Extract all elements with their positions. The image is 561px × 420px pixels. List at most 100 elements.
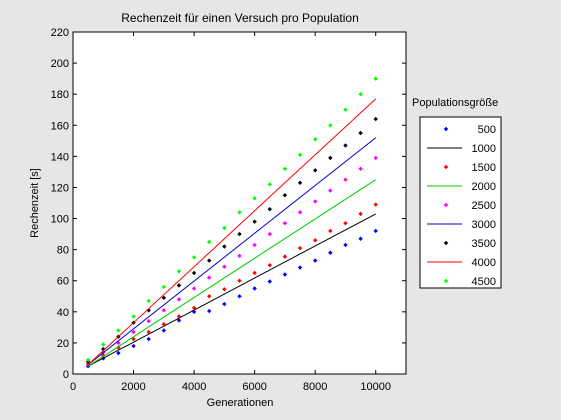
y-tick-label: 180 — [51, 89, 69, 101]
data-point-2500 — [131, 329, 136, 335]
data-point-4500 — [252, 196, 257, 201]
data-point-1500 — [312, 238, 318, 243]
data-point-3500 — [312, 168, 318, 173]
data-point-500 — [222, 301, 227, 307]
data-point-4500 — [328, 123, 333, 128]
data-point-4500 — [176, 269, 182, 274]
y-tick-label: 200 — [51, 58, 69, 70]
legend-label-500: 500 — [478, 124, 496, 136]
legend-label-3000: 3000 — [472, 219, 496, 231]
data-point-4500 — [146, 298, 151, 304]
data-point-1500 — [252, 270, 257, 276]
data-point-500 — [312, 258, 318, 263]
data-point-4500 — [161, 284, 167, 290]
data-point-2500 — [146, 318, 151, 324]
legend-swatch-3500 — [443, 240, 449, 246]
legend-label-2500: 2500 — [472, 200, 496, 212]
series-line-3000 — [87, 137, 377, 366]
data-point-2500 — [176, 297, 182, 302]
data-point-3500 — [358, 130, 363, 136]
data-point-4500 — [131, 314, 136, 319]
data-point-2500 — [191, 286, 197, 291]
y-tick-label: 160 — [51, 120, 69, 132]
data-point-4500 — [237, 210, 242, 215]
y-tick-label: 220 — [51, 27, 69, 39]
data-point-3500 — [222, 244, 227, 249]
legend: 500 1000 1500 2000 2500 3000 3500 4000 4500 — [427, 124, 496, 288]
data-point-1500 — [373, 202, 378, 207]
data-point-4500 — [373, 76, 378, 81]
legend-label-1000: 1000 — [472, 143, 496, 155]
legend-swatch-1500 — [443, 164, 449, 170]
data-point-500 — [207, 308, 212, 314]
x-tick-label: 10000 — [360, 381, 391, 393]
data-point-2500 — [222, 264, 227, 269]
legend-title: Populationsgröße — [412, 97, 498, 109]
data-point-500 — [282, 272, 288, 277]
data-point-1500 — [101, 353, 106, 358]
data-point-1500 — [161, 322, 167, 327]
data-point-500 — [237, 294, 242, 299]
legend-swatch-2500 — [443, 202, 449, 208]
data-point-3500 — [176, 283, 182, 288]
data-point-2500 — [373, 155, 378, 161]
data-point-500 — [267, 279, 272, 284]
legend-label-4000: 4000 — [472, 257, 496, 269]
data-point-4500 — [191, 255, 197, 260]
data-point-500 — [161, 328, 167, 333]
plot-area — [72, 31, 407, 375]
data-point-500 — [131, 343, 136, 349]
data-point-1500 — [146, 329, 151, 335]
data-point-500 — [343, 242, 348, 248]
data-point-2500 — [282, 221, 288, 226]
data-point-4500 — [282, 166, 288, 171]
data-point-4500 — [343, 107, 348, 112]
data-point-3500 — [282, 193, 288, 198]
data-point-1500 — [297, 245, 303, 251]
data-point-3500 — [373, 116, 378, 122]
y-tick-label: 80 — [57, 245, 69, 257]
legend-label-2000: 2000 — [472, 181, 496, 193]
data-point-1500 — [267, 262, 272, 268]
y-tick-label: 0 — [63, 369, 69, 381]
data-point-2500 — [161, 308, 167, 313]
data-point-4500 — [116, 328, 121, 333]
data-point-2500 — [312, 199, 318, 204]
y-tick-label: 40 — [57, 307, 69, 319]
data-point-3500 — [328, 155, 333, 161]
legend-label-3500: 3500 — [472, 238, 496, 250]
data-point-500 — [328, 250, 333, 255]
data-point-3500 — [207, 258, 212, 263]
data-point-4500 — [358, 91, 363, 97]
data-point-3500 — [267, 207, 272, 212]
data-point-1500 — [207, 294, 212, 299]
x-tick-label: 0 — [70, 381, 76, 393]
data-point-3500 — [252, 219, 257, 224]
data-point-2500 — [237, 253, 242, 259]
data-point-2500 — [252, 242, 257, 248]
data-point-4500 — [297, 152, 303, 158]
legend-swatch-500 — [443, 126, 449, 132]
x-tick-label: 8000 — [303, 381, 327, 393]
data-point-1500 — [237, 278, 242, 283]
data-point-500 — [373, 228, 378, 234]
x-tick-label: 6000 — [242, 381, 266, 393]
x-axis-label: Generationen — [207, 397, 274, 409]
data-point-3500 — [297, 180, 303, 185]
y-tick-label: 20 — [57, 338, 69, 350]
data-point-1500 — [282, 254, 288, 259]
data-point-1500 — [222, 287, 227, 292]
x-tick-label: 2000 — [121, 381, 145, 393]
y-tick-label: 140 — [51, 151, 69, 163]
data-point-4500 — [101, 342, 106, 347]
axes: 0 2000 4000 6000 8000 10000 0 20 40 60 80 100 120 140… — [51, 27, 406, 393]
data-point-1500 — [358, 211, 363, 217]
data-point-4500 — [267, 182, 272, 187]
data-point-4500 — [85, 357, 91, 363]
legend-box — [419, 116, 502, 289]
data-point-2500 — [207, 275, 212, 280]
data-point-500 — [358, 236, 363, 241]
data-point-500 — [297, 265, 303, 270]
data-point-1500 — [191, 305, 197, 311]
